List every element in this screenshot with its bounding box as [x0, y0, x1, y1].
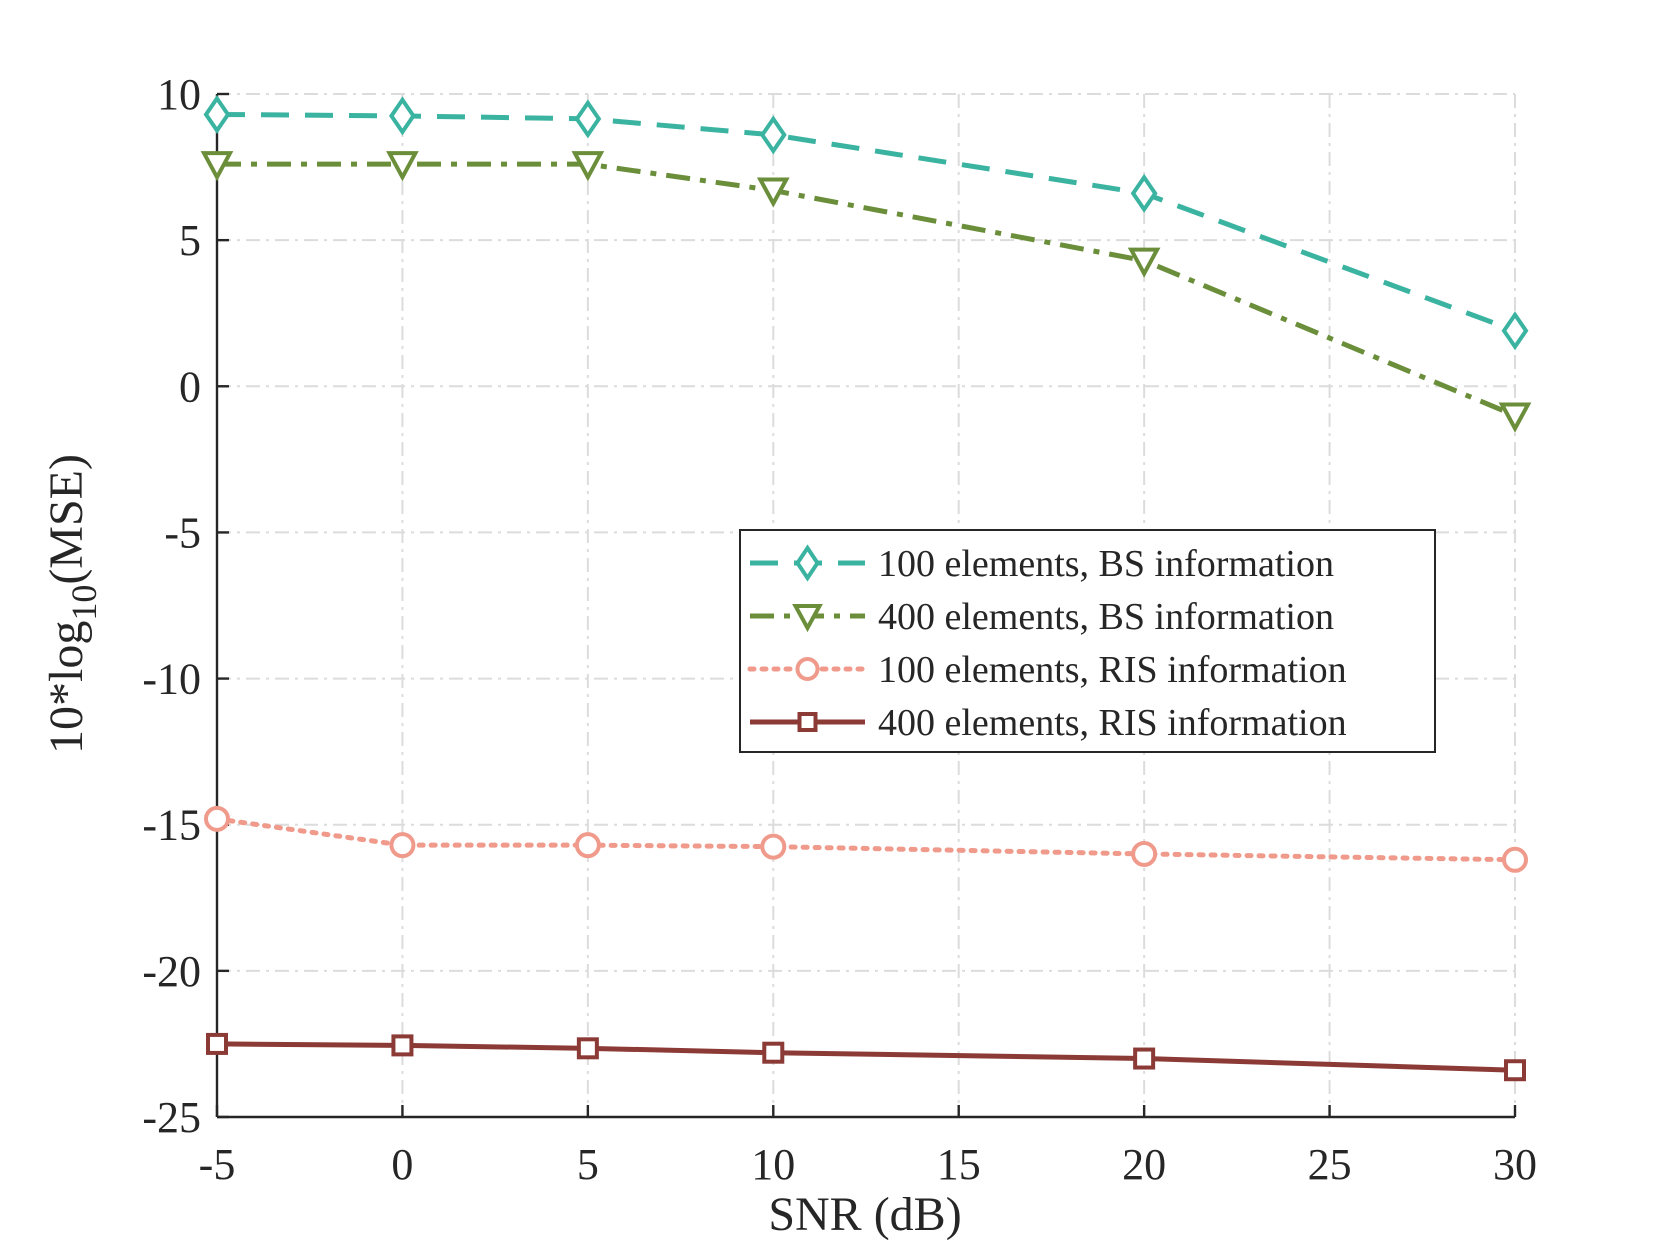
axes: [215, 92, 1517, 1119]
series-2: [200, 151, 1532, 433]
square-marker: [1504, 1059, 1526, 1082]
circle-marker: [760, 833, 787, 860]
y-axis-title-subscript: 10: [64, 585, 104, 621]
legend-entry: 400 elements, BS information: [750, 596, 1334, 638]
legend-label: 400 elements, BS information: [878, 596, 1334, 638]
diamond-marker: [1501, 311, 1529, 351]
diamond-marker: [203, 94, 231, 134]
x-axis-title: SNR (dB): [768, 1188, 961, 1241]
legend-entry: 100 elements, RIS information: [747, 649, 1347, 691]
square-marker: [576, 1037, 599, 1060]
square-marker: [1133, 1047, 1156, 1070]
diamond-marker: [1130, 173, 1158, 213]
y-tick-label: 0: [179, 362, 201, 411]
x-tick-label: -5: [199, 1140, 236, 1189]
y-axis-title-tail: (MSE): [40, 454, 93, 585]
triangle-marker: [571, 151, 605, 182]
x-tick-label: 25: [1308, 1140, 1352, 1189]
square-marker: [206, 1032, 228, 1055]
x-tick-label: 30: [1493, 1140, 1537, 1189]
series-4: [206, 1032, 1526, 1082]
legend-label: 400 elements, RIS information: [878, 702, 1347, 744]
series-line: [214, 816, 1518, 863]
square-marker: [391, 1034, 414, 1057]
y-tick-labels: -25 -20 -15 -10 -5 0 5 10: [142, 70, 201, 1142]
series-line: [217, 161, 1516, 418]
legend: 100 elements, BS information 400 elements…: [739, 529, 1436, 753]
y-axis-title-main: 10*log: [40, 621, 93, 754]
y-axis-title: 10*log10(MSE): [40, 454, 104, 754]
y-tick-label: 5: [179, 216, 201, 265]
legend-entry: 100 elements, BS information: [750, 543, 1334, 585]
legend-box: [739, 529, 1436, 753]
y-tick-label: 10: [157, 70, 201, 119]
series-1: [203, 94, 1529, 351]
diamond-marker: [389, 96, 416, 136]
x-tick-label: 0: [391, 1140, 413, 1189]
diamond-marker: [795, 544, 820, 582]
triangle-marker: [756, 177, 790, 208]
circle-marker: [1131, 840, 1158, 867]
y-tick-label: -5: [164, 508, 201, 557]
circle-marker: [389, 832, 416, 859]
series-layer: [200, 94, 1532, 1082]
legend-label: 100 elements, BS information: [878, 543, 1334, 585]
circle-marker: [204, 805, 230, 832]
circle-marker: [1502, 846, 1528, 873]
y-tick-label: -10: [142, 655, 201, 704]
triangle-marker: [386, 151, 419, 182]
diamond-marker: [574, 99, 602, 139]
square-marker: [762, 1041, 785, 1064]
x-tick-label: 20: [1122, 1140, 1166, 1189]
circle-marker: [795, 657, 820, 681]
y-tick-label: -15: [142, 801, 201, 850]
square-marker: [797, 712, 818, 732]
legend-entry: 400 elements, RIS information: [750, 702, 1347, 744]
triangle-marker: [1127, 247, 1161, 278]
series-line: [216, 111, 1516, 334]
x-tick-label: 10: [751, 1140, 795, 1189]
x-tick-label: 5: [577, 1140, 599, 1189]
triangle-marker: [200, 151, 234, 182]
diamond-marker: [759, 115, 787, 155]
grid: [216, 93, 1516, 1118]
series-3: [204, 805, 1528, 873]
x-tick-labels: -5 0 5 10 15 20 25 30: [199, 1140, 1537, 1189]
x-tick-label: 15: [937, 1140, 981, 1189]
y-tick-label: -25: [142, 1093, 201, 1142]
y-tick-label: -20: [142, 947, 201, 996]
circle-marker: [574, 832, 601, 859]
series-line: [216, 1041, 1516, 1073]
triangle-marker: [1498, 402, 1532, 433]
legend-label: 100 elements, RIS information: [878, 649, 1347, 691]
triangle-marker: [792, 604, 823, 633]
